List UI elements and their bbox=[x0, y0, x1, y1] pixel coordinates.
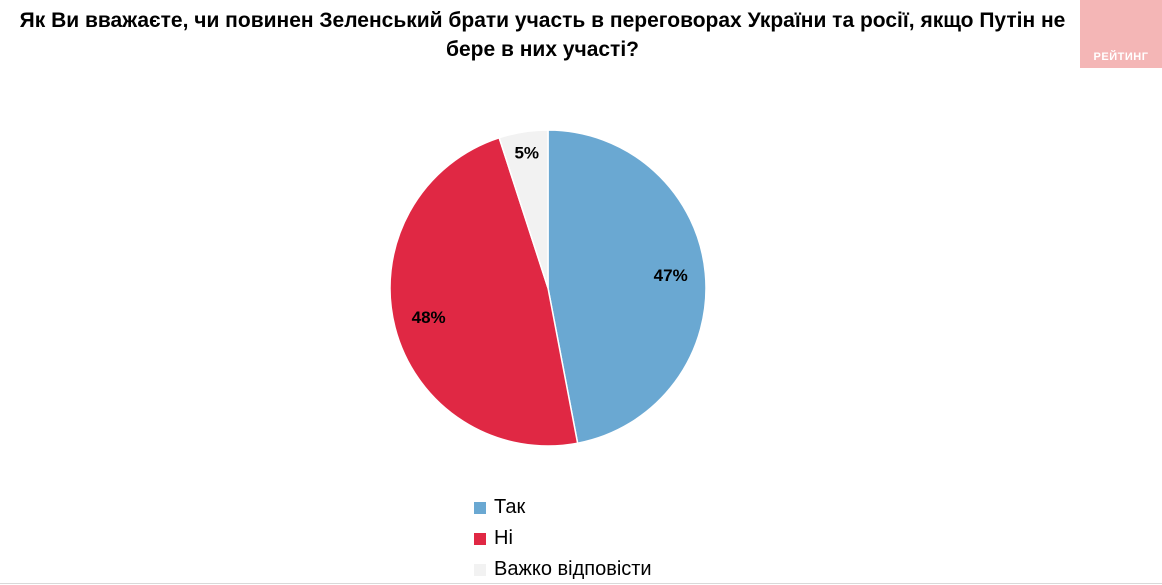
rating-logo: РЕЙТИНГ bbox=[1080, 0, 1162, 68]
pie-slice-hard-to-say bbox=[498, 129, 549, 289]
legend-item-yes: Так bbox=[474, 492, 652, 523]
legend: Так Ні Важко відповісти bbox=[474, 492, 652, 585]
legend-swatch-hard-to-say bbox=[474, 563, 486, 576]
legend-label-yes: Так bbox=[494, 496, 526, 518]
legend-swatch-no bbox=[474, 532, 486, 545]
data-label-yes: 47% bbox=[654, 266, 688, 285]
pie-slice-no bbox=[389, 136, 579, 447]
legend-item-hard-to-say: Важко відповісти bbox=[474, 554, 652, 585]
data-label-hard-to-say: 5% bbox=[514, 143, 539, 162]
data-label-no: 48% bbox=[412, 308, 446, 327]
chart-title: Як Ви вважаєте, чи повинен Зеленський бр… bbox=[19, 9, 1066, 61]
logo-text: РЕЙТИНГ bbox=[1093, 51, 1149, 63]
pie-slice-yes bbox=[547, 129, 707, 445]
legend-swatch-yes bbox=[474, 501, 486, 514]
legend-label-hard-to-say: Важко відповісти bbox=[494, 558, 652, 580]
bottom-divider bbox=[0, 583, 1162, 584]
legend-item-no: Ні bbox=[474, 523, 652, 554]
legend-label-no: Ні bbox=[494, 527, 513, 549]
